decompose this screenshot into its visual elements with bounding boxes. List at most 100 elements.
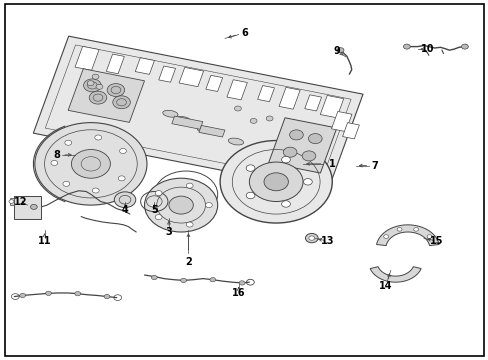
Circle shape: [114, 192, 136, 208]
Polygon shape: [75, 46, 99, 70]
Circle shape: [87, 81, 94, 86]
Text: 9: 9: [333, 46, 340, 56]
Circle shape: [118, 176, 125, 181]
Circle shape: [180, 278, 186, 283]
Polygon shape: [320, 95, 343, 118]
Circle shape: [209, 278, 215, 282]
Text: 6: 6: [241, 28, 247, 38]
Polygon shape: [10, 198, 14, 205]
Polygon shape: [257, 86, 274, 102]
Circle shape: [239, 281, 244, 285]
Circle shape: [35, 123, 147, 205]
Ellipse shape: [228, 138, 243, 145]
Circle shape: [151, 275, 157, 280]
Polygon shape: [342, 123, 359, 139]
Polygon shape: [331, 112, 351, 131]
Polygon shape: [304, 95, 321, 111]
Circle shape: [89, 91, 106, 104]
Circle shape: [92, 188, 99, 193]
Text: 2: 2: [184, 257, 191, 267]
Circle shape: [186, 222, 193, 227]
Polygon shape: [106, 54, 124, 74]
Circle shape: [104, 294, 110, 299]
Text: 3: 3: [165, 227, 172, 237]
Circle shape: [283, 147, 296, 157]
Polygon shape: [159, 66, 175, 82]
Circle shape: [403, 44, 409, 49]
Circle shape: [413, 228, 418, 231]
Circle shape: [383, 235, 388, 238]
Polygon shape: [268, 118, 336, 173]
Polygon shape: [135, 58, 154, 75]
Polygon shape: [226, 80, 247, 100]
Circle shape: [289, 130, 303, 140]
Circle shape: [45, 291, 51, 296]
Circle shape: [92, 74, 99, 79]
Polygon shape: [205, 75, 222, 91]
Ellipse shape: [197, 126, 212, 133]
Circle shape: [205, 203, 212, 208]
Circle shape: [65, 140, 72, 145]
Circle shape: [75, 292, 81, 296]
Polygon shape: [279, 87, 300, 109]
Text: 16: 16: [231, 288, 245, 298]
Circle shape: [9, 200, 14, 203]
Circle shape: [305, 233, 318, 243]
Ellipse shape: [175, 117, 190, 123]
Circle shape: [96, 84, 102, 89]
Text: 1: 1: [328, 159, 335, 169]
Ellipse shape: [163, 110, 178, 117]
Text: 12: 12: [14, 197, 27, 207]
Text: 15: 15: [429, 236, 443, 246]
Polygon shape: [199, 125, 224, 137]
Circle shape: [155, 215, 162, 220]
Text: 11: 11: [38, 236, 51, 246]
Polygon shape: [369, 267, 420, 282]
Circle shape: [281, 201, 290, 207]
Polygon shape: [171, 116, 203, 129]
Circle shape: [245, 192, 254, 199]
Text: 8: 8: [53, 150, 60, 160]
Polygon shape: [14, 196, 41, 220]
Text: 10: 10: [420, 44, 433, 54]
Text: 14: 14: [378, 281, 392, 291]
Circle shape: [71, 149, 110, 178]
Circle shape: [51, 161, 58, 166]
Circle shape: [426, 235, 431, 238]
Polygon shape: [179, 67, 203, 87]
Circle shape: [220, 140, 331, 223]
Circle shape: [113, 96, 130, 109]
Circle shape: [144, 178, 217, 232]
Circle shape: [308, 236, 314, 240]
Circle shape: [461, 44, 468, 49]
Circle shape: [281, 156, 290, 163]
Circle shape: [83, 79, 101, 92]
Circle shape: [245, 165, 254, 171]
Polygon shape: [33, 36, 362, 191]
Circle shape: [250, 118, 257, 123]
Circle shape: [249, 162, 303, 202]
Text: 4: 4: [122, 206, 128, 216]
Circle shape: [107, 84, 124, 96]
Polygon shape: [68, 69, 144, 122]
Circle shape: [303, 179, 312, 185]
Text: 5: 5: [151, 206, 157, 216]
Circle shape: [30, 204, 37, 210]
Polygon shape: [376, 225, 438, 246]
Text: 13: 13: [320, 236, 333, 246]
Circle shape: [336, 48, 343, 53]
Circle shape: [265, 116, 272, 121]
Circle shape: [120, 148, 126, 153]
Circle shape: [234, 106, 241, 111]
Text: 7: 7: [371, 161, 378, 171]
Circle shape: [396, 228, 401, 231]
Circle shape: [264, 173, 288, 191]
Circle shape: [302, 151, 315, 161]
Circle shape: [186, 183, 193, 188]
Circle shape: [20, 293, 25, 298]
Circle shape: [155, 190, 162, 195]
Circle shape: [308, 134, 322, 144]
Circle shape: [63, 181, 70, 186]
Circle shape: [168, 196, 193, 214]
Circle shape: [95, 135, 102, 140]
